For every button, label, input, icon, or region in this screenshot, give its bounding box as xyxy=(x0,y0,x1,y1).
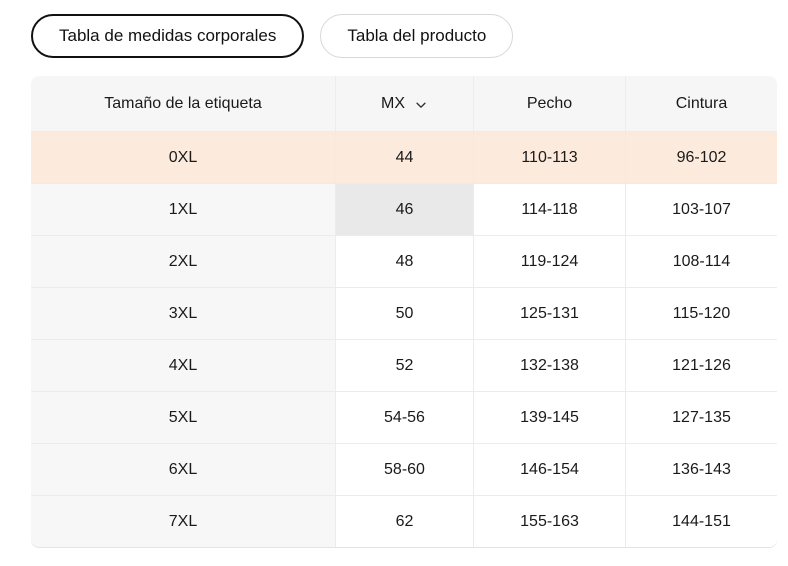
pecho-value: 119-124 xyxy=(473,235,625,287)
size-label: 5XL xyxy=(31,391,335,443)
cintura-value: 103-107 xyxy=(625,183,777,235)
cintura-value: 121-126 xyxy=(625,339,777,391)
size-label: 2XL xyxy=(31,235,335,287)
mx-value: 52 xyxy=(335,339,473,391)
size-label: 7XL xyxy=(31,495,335,547)
chevron-down-icon xyxy=(414,98,428,112)
mx-value: 46 xyxy=(335,183,473,235)
tab-product-table[interactable]: Tabla del producto xyxy=(320,14,514,58)
pecho-value: 132-138 xyxy=(473,339,625,391)
cintura-value: 96-102 xyxy=(625,131,777,183)
chart-tabs: Tabla de medidas corporales Tabla del pr… xyxy=(31,14,777,58)
size-label: 6XL xyxy=(31,443,335,495)
cintura-value: 136-143 xyxy=(625,443,777,495)
size-label: 0XL xyxy=(31,131,335,183)
pecho-value: 110-113 xyxy=(473,131,625,183)
pecho-value: 146-154 xyxy=(473,443,625,495)
mx-value: 48 xyxy=(335,235,473,287)
pecho-value: 139-145 xyxy=(473,391,625,443)
mx-value: 62 xyxy=(335,495,473,547)
cintura-value: 127-135 xyxy=(625,391,777,443)
cintura-value: 144-151 xyxy=(625,495,777,547)
pecho-value: 155-163 xyxy=(473,495,625,547)
col-header-cintura: Cintura xyxy=(625,76,777,131)
col-header-label-size: Tamaño de la etiqueta xyxy=(31,76,335,131)
col-header-pecho: Pecho xyxy=(473,76,625,131)
pecho-value: 125-131 xyxy=(473,287,625,339)
size-table: Tamaño de la etiqueta MX Pecho Cintura 0… xyxy=(31,76,777,547)
mx-unit-label: MX xyxy=(381,94,405,112)
mx-unit-dropdown[interactable]: MX xyxy=(379,91,430,117)
mx-value: 58-60 xyxy=(335,443,473,495)
mx-value: 44 xyxy=(335,131,473,183)
cintura-value: 108-114 xyxy=(625,235,777,287)
col-header-mx: MX xyxy=(335,76,473,131)
pecho-value: 114-118 xyxy=(473,183,625,235)
mx-value: 50 xyxy=(335,287,473,339)
size-label: 3XL xyxy=(31,287,335,339)
tab-body-measurements[interactable]: Tabla de medidas corporales xyxy=(31,14,305,58)
size-chart-panel: Tabla de medidas corporales Tabla del pr… xyxy=(31,14,777,547)
size-label: 4XL xyxy=(31,339,335,391)
mx-value: 54-56 xyxy=(335,391,473,443)
cintura-value: 115-120 xyxy=(625,287,777,339)
size-label: 1XL xyxy=(31,183,335,235)
